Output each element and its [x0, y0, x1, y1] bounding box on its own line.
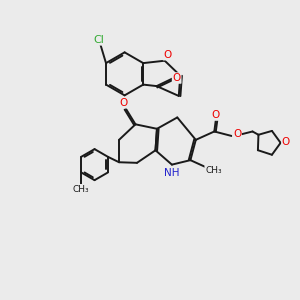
- Text: O: O: [119, 98, 128, 108]
- Text: CH₃: CH₃: [205, 166, 222, 175]
- Text: Cl: Cl: [94, 35, 105, 45]
- Text: O: O: [172, 73, 181, 83]
- Text: NH: NH: [164, 168, 179, 178]
- Text: O: O: [212, 110, 220, 120]
- Text: O: O: [282, 137, 290, 147]
- Text: CH₃: CH₃: [73, 184, 89, 194]
- Text: O: O: [233, 130, 241, 140]
- Text: O: O: [163, 50, 172, 60]
